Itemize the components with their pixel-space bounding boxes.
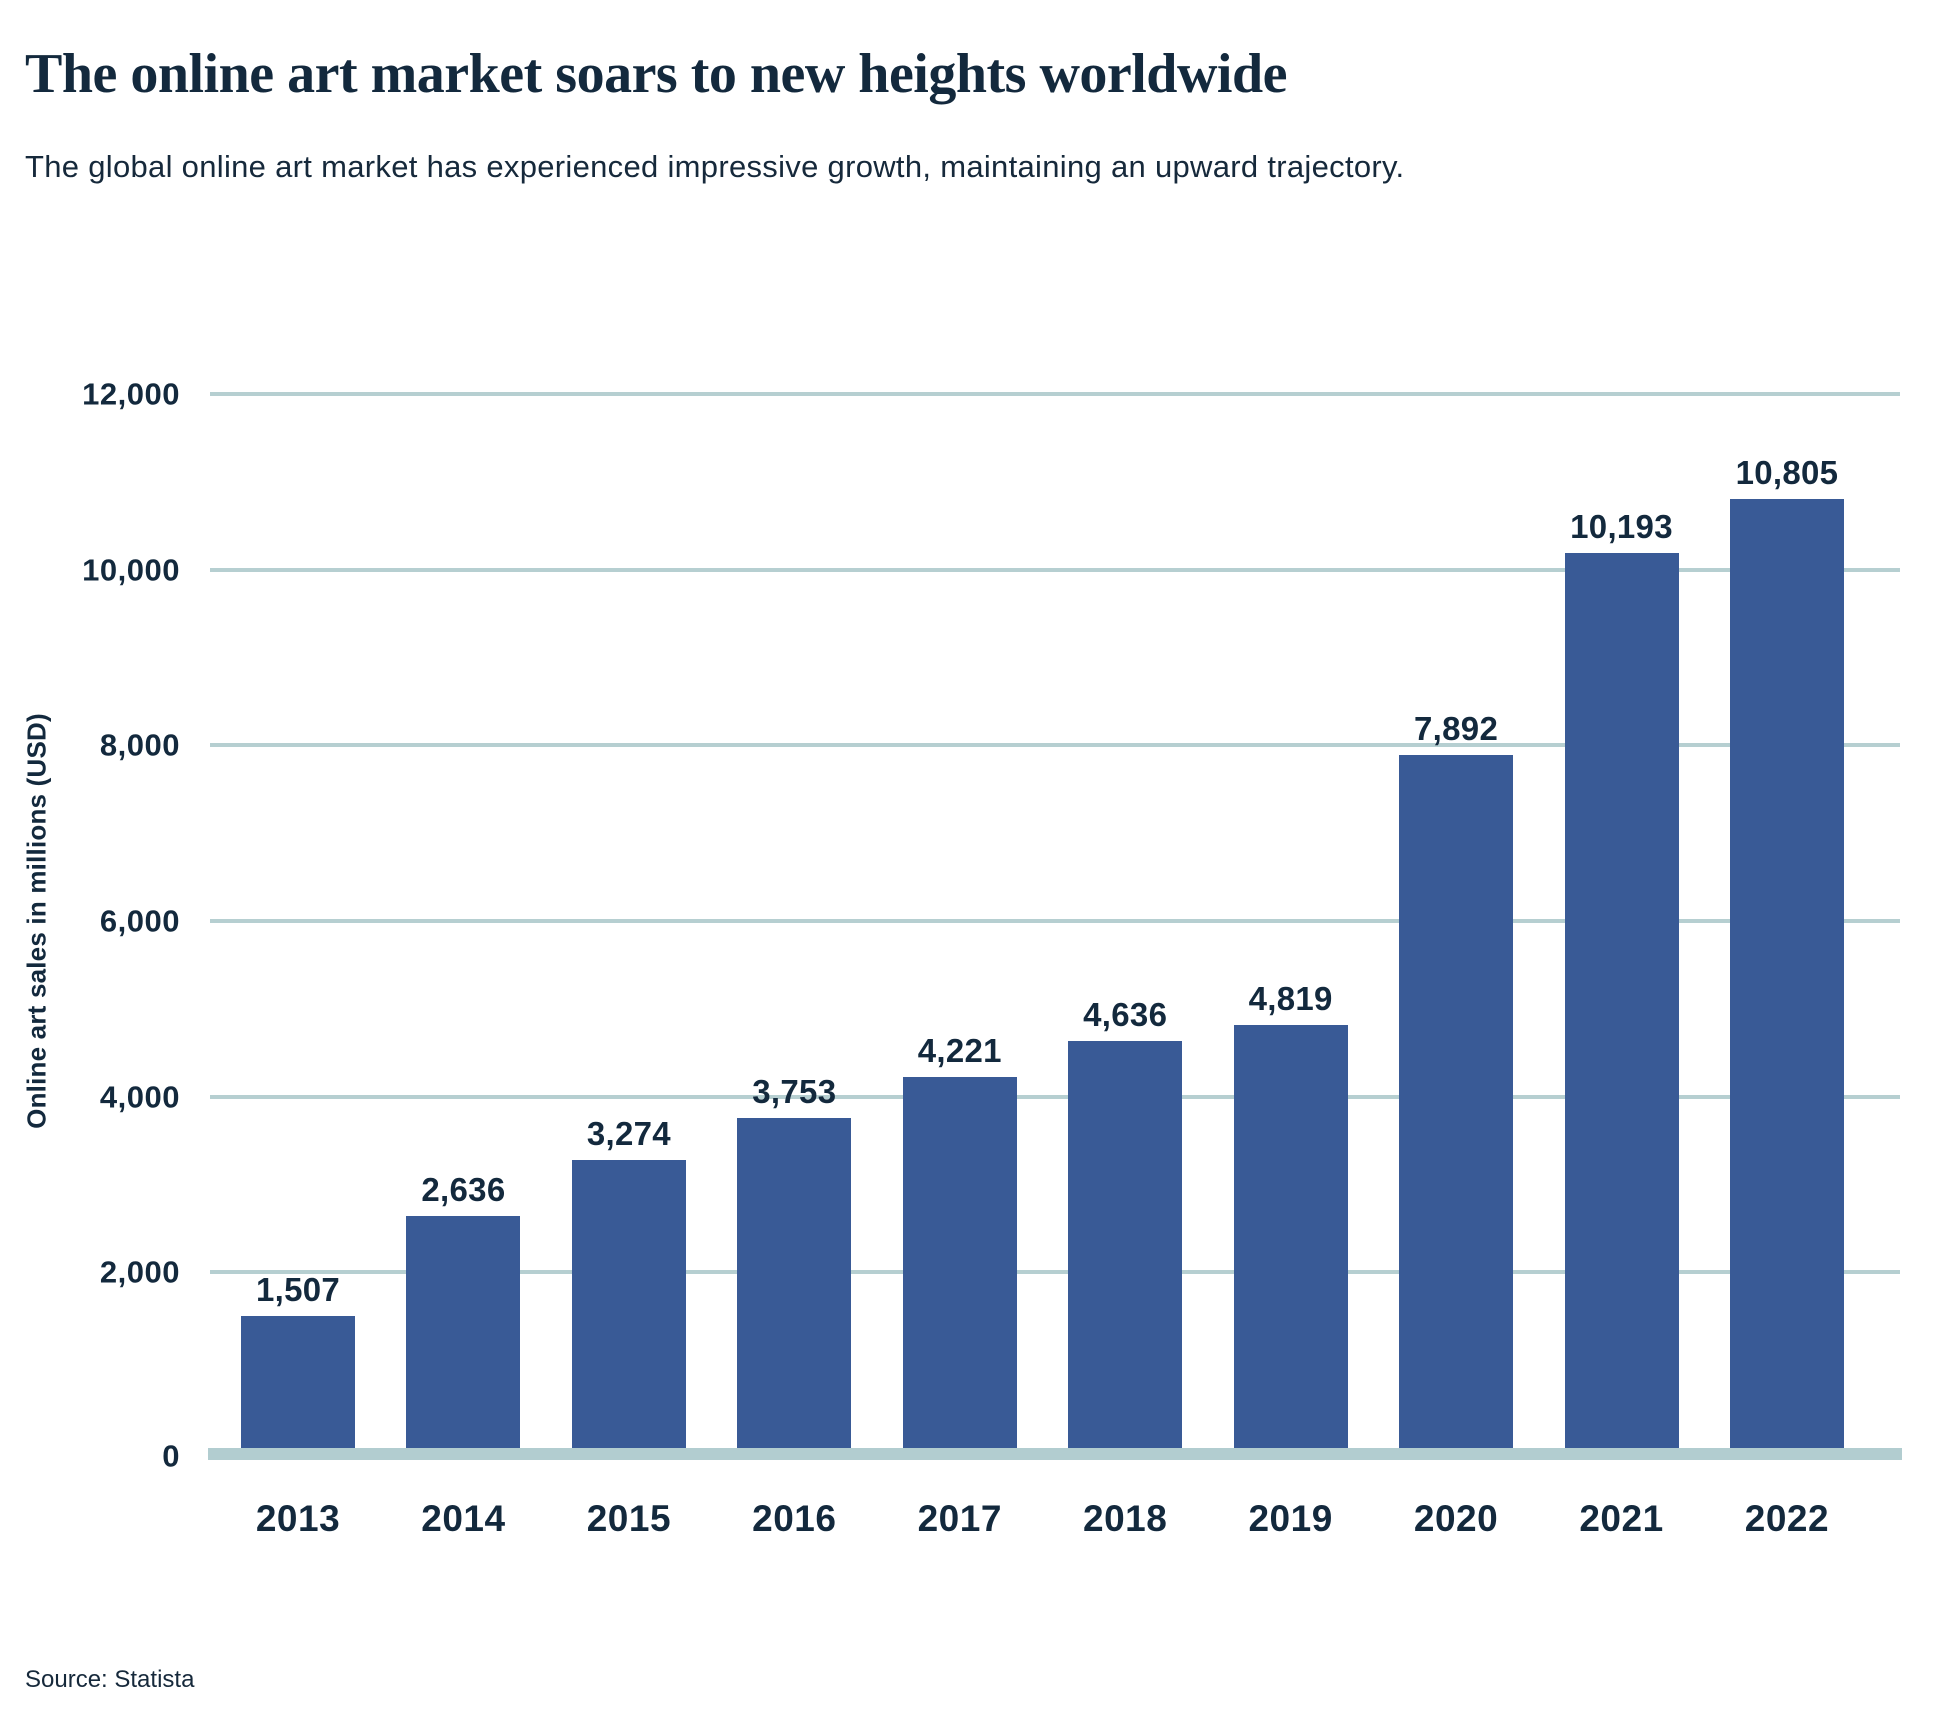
bar-slot: 2,636 2014 xyxy=(406,394,521,1537)
bar-slot: 10,805 2022 xyxy=(1729,394,1844,1537)
bar-value-label: 3,753 xyxy=(752,1073,837,1111)
bar xyxy=(406,1216,521,1448)
bar xyxy=(1068,1040,1183,1448)
bar-slot: 4,636 2018 xyxy=(1068,394,1183,1537)
bar-value-label: 2,636 xyxy=(421,1171,506,1209)
bar-slot: 3,274 2015 xyxy=(571,394,686,1537)
bar xyxy=(902,1077,1017,1448)
bar-value-label: 10,193 xyxy=(1570,507,1673,545)
y-tick-label: 0 xyxy=(162,1438,180,1474)
bar-slot: 4,819 2019 xyxy=(1233,394,1348,1537)
bar-slot: 4,221 2017 xyxy=(902,394,1017,1537)
x-tick-label: 2021 xyxy=(1579,1498,1664,1539)
bar-value-label: 4,221 xyxy=(917,1032,1002,1070)
bar-value-label: 4,819 xyxy=(1248,979,1333,1017)
gridline xyxy=(210,392,1900,396)
y-tick-label: 8,000 xyxy=(99,727,180,763)
x-tick-label: 2013 xyxy=(255,1498,341,1539)
plot-area: 1,507 2013 2,636 2014 3,274 2015 3,753 2016 4,22… xyxy=(82,379,1902,1537)
x-tick-label: 2019 xyxy=(1248,1498,1333,1539)
y-tick-label: 4,000 xyxy=(99,1079,180,1115)
bar-value-label: 7,892 xyxy=(1414,709,1499,747)
y-tick-label: 2,000 xyxy=(99,1254,180,1290)
y-tick-label: 12,000 xyxy=(82,376,180,412)
bar xyxy=(571,1160,686,1448)
gridline xyxy=(210,1094,1900,1099)
gridline xyxy=(210,1270,1900,1275)
x-tick-label: 2018 xyxy=(1083,1498,1168,1539)
gridline xyxy=(210,567,1900,572)
bar-value-label: 4,636 xyxy=(1083,995,1168,1033)
x-tick-label: 2022 xyxy=(1744,1498,1830,1539)
bar-slot: 1,507 2013 xyxy=(241,394,355,1537)
source-note: Source: Statista xyxy=(25,1666,195,1693)
x-tick-label: 2020 xyxy=(1413,1498,1499,1539)
bar-slot: 3,753 2016 xyxy=(737,394,852,1537)
bar xyxy=(1233,1024,1348,1448)
x-tick-label: 2016 xyxy=(752,1498,837,1539)
bar xyxy=(241,1315,355,1448)
x-tick-label: 2015 xyxy=(586,1498,672,1539)
bar xyxy=(1729,498,1844,1448)
bar xyxy=(737,1118,852,1448)
chart-subtitle: The global online art market has experie… xyxy=(25,149,1405,184)
y-tick-label: 6,000 xyxy=(99,903,180,939)
bar xyxy=(1564,552,1679,1448)
bar xyxy=(1399,754,1514,1448)
x-tick-label: 2014 xyxy=(421,1498,506,1539)
bar-slot: 7,892 2020 xyxy=(1399,394,1514,1537)
bar-slot: 10,193 2021 xyxy=(1564,394,1679,1537)
x-tick-label: 2017 xyxy=(917,1498,1002,1539)
bar-value-label: 10,805 xyxy=(1735,453,1839,491)
bar-value-label: 1,507 xyxy=(255,1270,341,1308)
chart-title: The online art market soars to new heigh… xyxy=(25,42,1287,105)
x-axis-baseline xyxy=(208,1448,1902,1460)
gridline xyxy=(210,919,1900,923)
y-tick-label: 10,000 xyxy=(82,552,180,588)
bar-value-label: 3,274 xyxy=(586,1115,671,1153)
gridline xyxy=(210,743,1900,748)
bars-group: 1,507 2013 2,636 2014 3,274 2015 3,753 2016 4,22… xyxy=(210,394,1900,1537)
y-axis-title: Online art sales in millions (USD) xyxy=(21,713,52,1129)
